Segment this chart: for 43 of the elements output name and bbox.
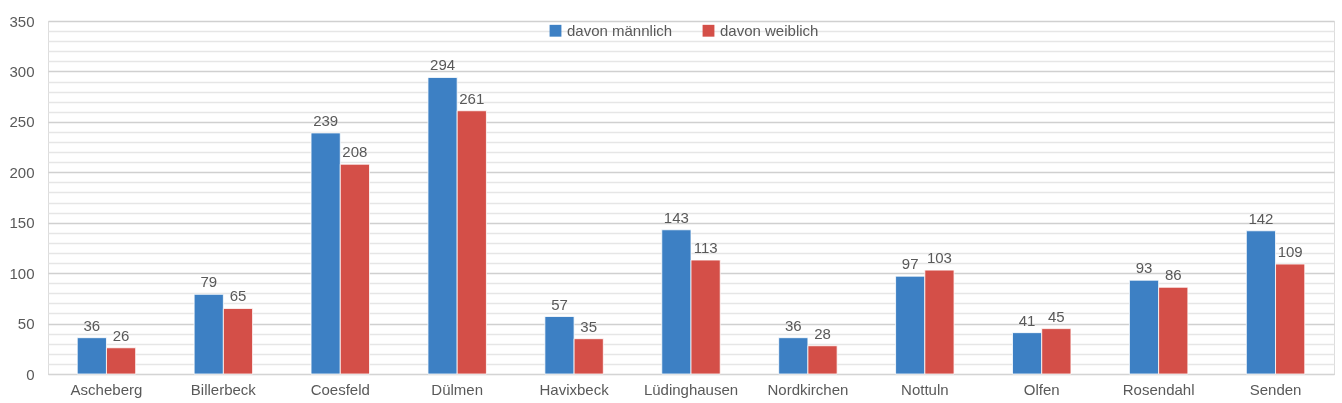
data-label: 143 — [663, 208, 689, 226]
data-label: 79 — [200, 273, 218, 291]
data-label: 57 — [551, 295, 568, 313]
y-tick-label: 150 — [9, 214, 35, 232]
data-label: 239 — [313, 111, 339, 129]
data-label: 45 — [1048, 307, 1065, 325]
data-label: 208 — [342, 143, 368, 161]
x-tick-label: Nottuln — [901, 380, 949, 398]
y-tick-label: 250 — [9, 113, 35, 131]
data-label: 142 — [1248, 209, 1274, 227]
data-label: 103 — [926, 249, 952, 267]
data-label: 93 — [1135, 259, 1153, 277]
data-label: 113 — [693, 239, 718, 257]
legend-label: davon weiblich — [720, 21, 819, 39]
data-label: 41 — [1018, 311, 1036, 329]
data-label: 86 — [1164, 266, 1182, 284]
data-label: 28 — [814, 324, 831, 342]
data-label: 65 — [229, 287, 247, 305]
y-tick-label: 300 — [9, 62, 35, 80]
data-label: 35 — [580, 317, 598, 335]
data-label: 36 — [83, 316, 101, 334]
x-tick-label: Coesfeld — [310, 380, 370, 398]
y-tick-label: 200 — [9, 163, 35, 181]
data-label: 261 — [459, 89, 485, 107]
data-label: 36 — [784, 316, 802, 334]
data-label: 26 — [112, 326, 130, 344]
x-tick-label: Olfen — [1023, 380, 1060, 398]
legend-label: davon männlich — [567, 21, 673, 39]
data-label: 294 — [430, 56, 456, 74]
data-label: 109 — [1277, 243, 1303, 261]
y-tick-label: 100 — [9, 264, 35, 282]
x-tick-label: Ascheberg — [70, 380, 143, 398]
x-tick-label: Nordkirchen — [767, 380, 849, 398]
x-tick-label: Dülmen — [431, 380, 484, 398]
y-tick-label: 350 — [9, 12, 35, 30]
y-tick-label: 50 — [17, 315, 35, 333]
x-tick-label: Havixbeck — [539, 380, 610, 398]
x-tick-label: Rosendahl — [1122, 380, 1195, 398]
y-tick-label: 0 — [26, 365, 35, 383]
x-tick-label: Lüdinghausen — [643, 380, 739, 398]
x-tick-label: Senden — [1249, 380, 1302, 398]
x-tick-label: Billerbeck — [190, 380, 257, 398]
data-label: 97 — [901, 255, 919, 273]
